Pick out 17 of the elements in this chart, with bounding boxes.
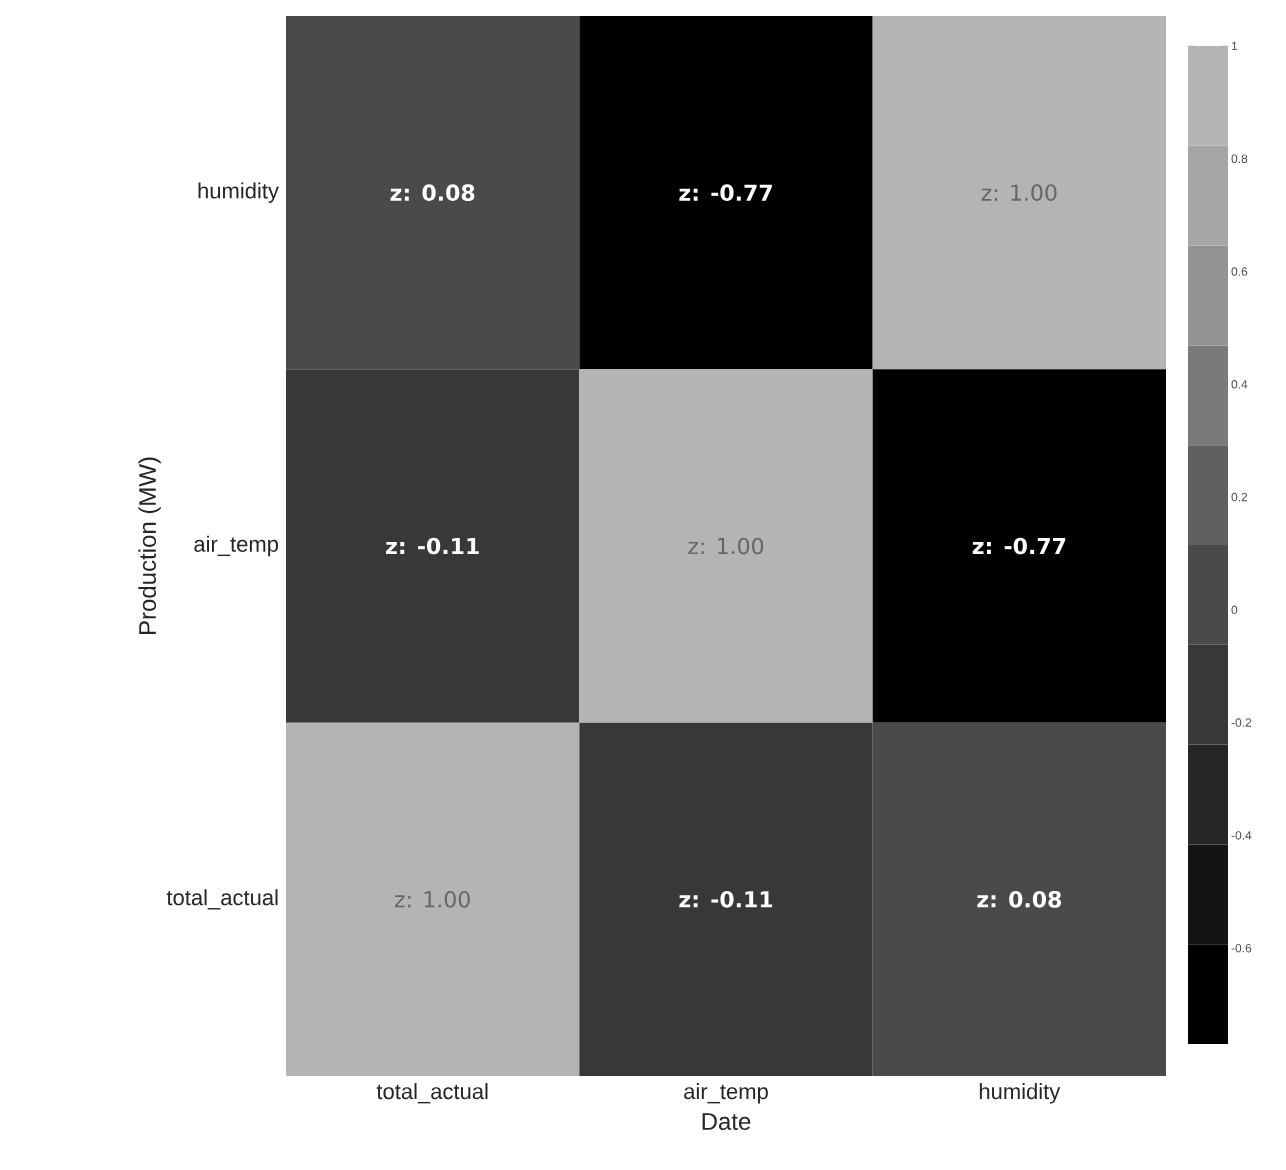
y-axis-title: Production (MW) — [138, 457, 161, 635]
y-tick-label: total_actual — [166, 889, 278, 910]
x-tick-label: total_actual — [376, 1083, 488, 1104]
data-label: z: 0.08 — [390, 184, 475, 201]
x-tick-label: humidity — [979, 1083, 1061, 1104]
data-label: z: -0.11 — [679, 891, 773, 908]
data-label: z: 0.08 — [977, 891, 1062, 908]
x-tick-label: air_temp — [684, 1083, 768, 1104]
data-label: z: -0.11 — [386, 537, 479, 555]
x-axis-title: Date — [702, 1113, 751, 1130]
data-label: z: 1.00 — [981, 184, 1057, 201]
data-label: z: 1.00 — [394, 891, 470, 908]
data-label: z: 1.00 — [688, 537, 764, 555]
y-tick-label: humidity — [198, 182, 279, 203]
data-label: z: -0.77 — [679, 184, 772, 201]
y-tick-label: air_temp — [194, 535, 279, 557]
data-label: z: -0.77 — [972, 537, 1066, 555]
